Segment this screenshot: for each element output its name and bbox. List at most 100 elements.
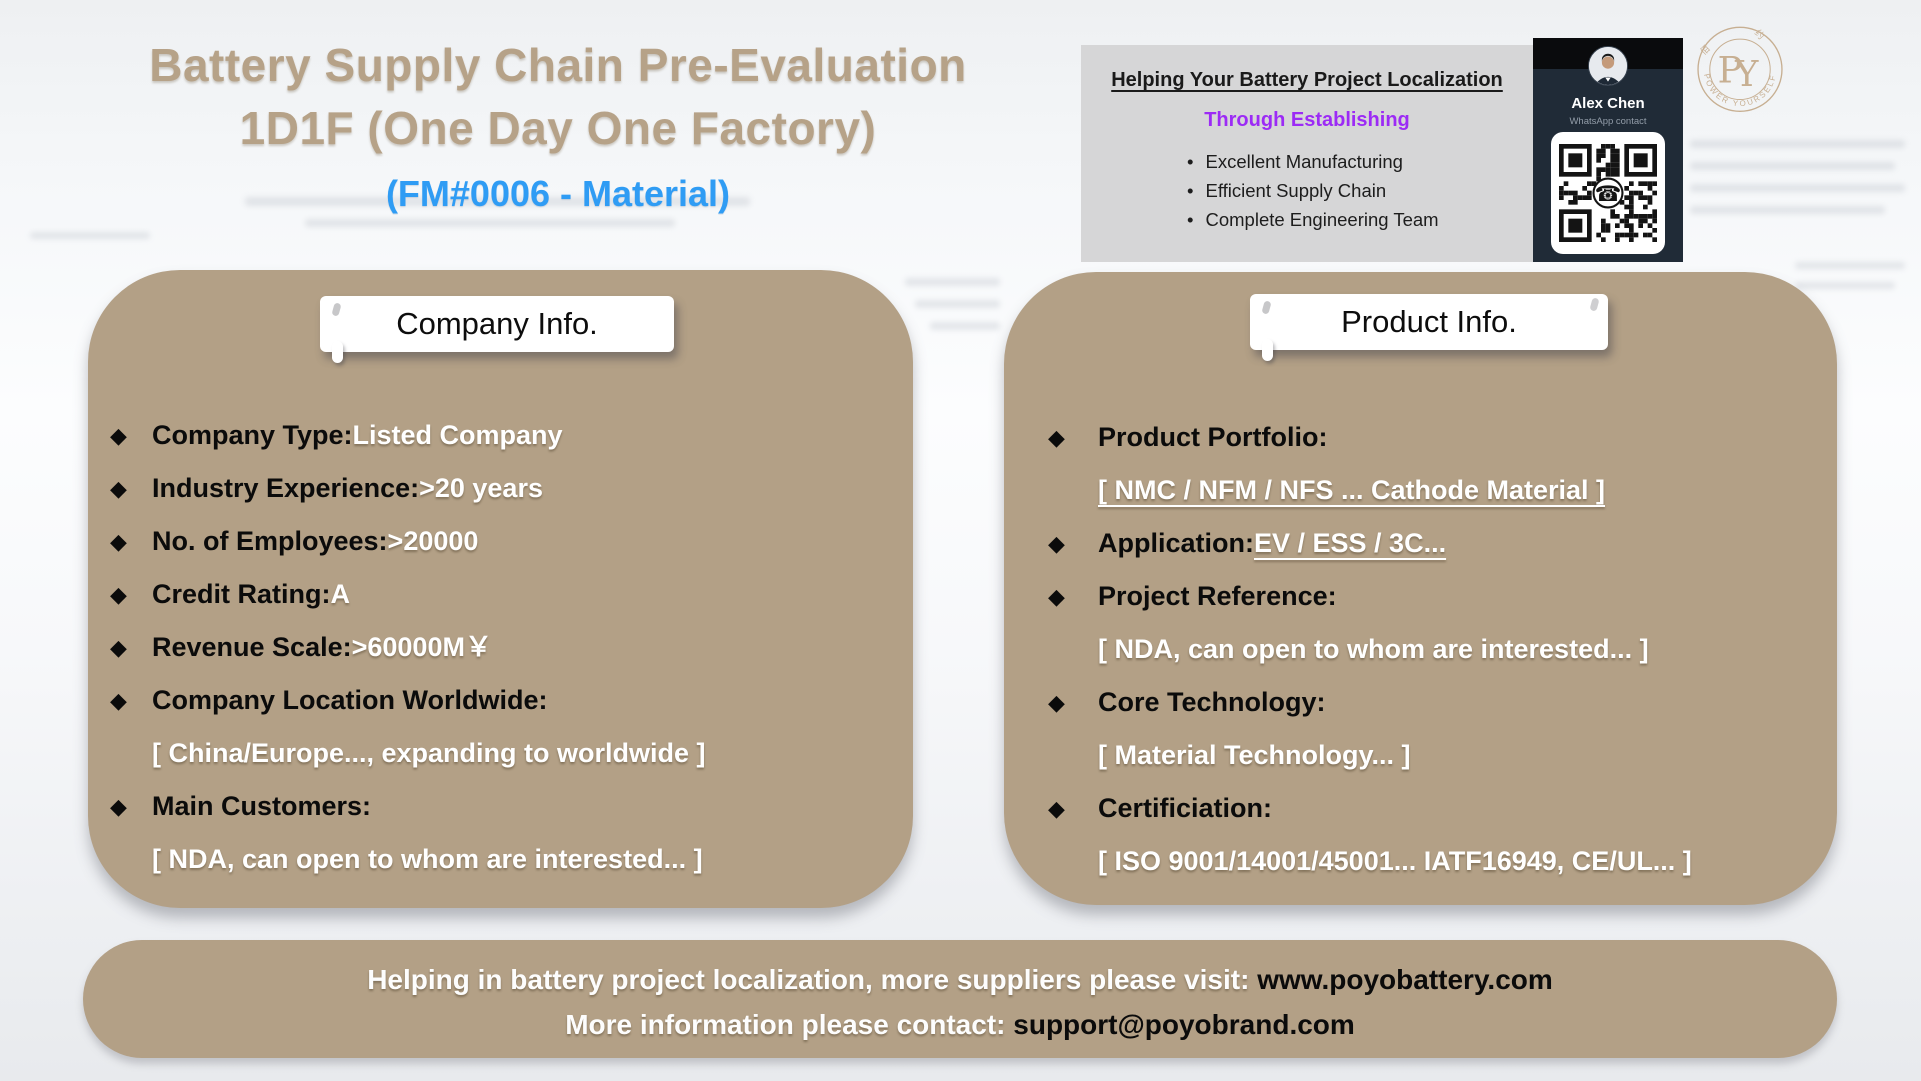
info-row: ◆ Industry Experience:>20 years [110, 462, 900, 515]
diamond-bullet-icon: ◆ [110, 423, 127, 448]
pin-icon [1261, 300, 1272, 315]
row-label: Main Customers: [152, 791, 372, 821]
row-value: [ China/Europe..., expanding to worldwid… [152, 738, 706, 768]
footer-bar: Helping in battery project localization,… [83, 940, 1837, 1058]
info-row: ◆ Certificiation: [1048, 782, 1828, 835]
qr-code-pattern: ☎ [1559, 144, 1657, 242]
info-row: ◆ Core Technology: [1048, 676, 1828, 729]
product-card-title: Product Info. [1341, 304, 1517, 339]
diamond-bullet-icon: ◆ [110, 794, 127, 819]
row-label: Company Type: [152, 420, 353, 450]
promo-subheading: Through Establishing [1204, 109, 1410, 131]
footer-line-2-text: More information please contact: [565, 1009, 1006, 1040]
promo-bullet-text: Complete Engineering Team [1205, 209, 1439, 230]
row-value: A [330, 579, 351, 609]
diamond-bullet-icon: ◆ [1048, 584, 1065, 609]
promo-heading: Helping Your Battery Project Localizatio… [1111, 69, 1503, 91]
row-label: Company Location Worldwide: [152, 685, 548, 715]
title-subtitle: (FM#0006 - Material) [385, 173, 731, 214]
avatar [1588, 46, 1628, 86]
tab-tail [332, 341, 343, 363]
svg-text:☎: ☎ [1595, 182, 1622, 207]
row-label: Product Portfolio: [1098, 422, 1328, 452]
row-value: EV / ESS / 3C... [1254, 528, 1447, 558]
product-info-rows: ◆Product Portfolio: ◆[ NMC / NFM / NFS .… [1048, 411, 1828, 888]
diamond-bullet-icon: ◆ [110, 688, 127, 713]
product-info-card [1004, 272, 1837, 905]
promo-bullet-text: Excellent Manufacturing [1205, 151, 1403, 172]
row-label: Revenue Scale: [152, 632, 352, 662]
row-label: Project Reference: [1098, 581, 1337, 611]
info-row: ◆[ ISO 9001/14001/45001... IATF16949, CE… [1048, 835, 1828, 888]
row-value: [ NDA, can open to whom are interested..… [152, 844, 703, 874]
diamond-bullet-icon: ◆ [1048, 425, 1065, 450]
diamond-bullet-icon: ◆ [1048, 690, 1065, 715]
company-info-tab: Company Info. [320, 296, 674, 363]
diamond-bullet-icon: ◆ [1048, 531, 1065, 556]
info-row: ◆[ China/Europe..., expanding to worldwi… [110, 727, 900, 780]
brand-logo: P Y 佰 约 POWER YOURSELF [1693, 24, 1787, 118]
row-value: [ ISO 9001/14001/45001... IATF16949, CE/… [1098, 846, 1692, 876]
diamond-bullet-icon: ◆ [110, 582, 127, 607]
info-row: ◆ Project Reference: [1048, 570, 1828, 623]
row-value: [ NDA, can open to whom are interested..… [1098, 634, 1649, 664]
info-row: ◆ Company Location Worldwide: [110, 674, 900, 727]
info-row: ◆[ NMC / NFM / NFS ... Cathode Material … [1048, 464, 1828, 517]
row-value: [ NMC / NFM / NFS ... Cathode Material ] [1098, 475, 1606, 505]
row-label: Application: [1098, 528, 1254, 558]
info-row: ◆ Product Portfolio: [1048, 411, 1828, 464]
footer-website-link[interactable]: www.poyobattery.com [1257, 964, 1553, 995]
diamond-bullet-icon: ◆ [110, 635, 127, 660]
row-value: [ Material Technology... ] [1098, 740, 1411, 770]
pin-icon [1589, 297, 1600, 312]
row-label: Core Technology: [1098, 687, 1326, 717]
row-value: >20000 [387, 526, 479, 556]
whatsapp-contact-card: Alex Chen WhatsApp contact ☎ [1533, 38, 1683, 262]
product-info-tab: Product Info. [1250, 294, 1608, 361]
row-label: Certificiation: [1098, 793, 1273, 823]
info-row: ◆[ NDA, can open to whom are interested.… [1048, 623, 1828, 676]
row-label: No. of Employees: [152, 526, 388, 556]
promo-bullet-item: • Efficient Supply Chain [1187, 176, 1533, 205]
title-line-1: Battery Supply Chain Pre-Evaluation [149, 39, 967, 91]
promo-bullet-item: • Excellent Manufacturing [1187, 147, 1533, 176]
promo-bullet-list: • Excellent Manufacturing • Efficient Suppl… [1187, 147, 1533, 234]
company-card-title: Company Info. [396, 306, 598, 341]
contact-subtitle: WhatsApp contact [1569, 116, 1647, 127]
info-row: ◆ No. of Employees:>20000 [110, 515, 900, 568]
row-value: Listed Company [352, 420, 563, 450]
promo-bullet-text: Efficient Supply Chain [1205, 180, 1387, 201]
diamond-bullet-icon: ◆ [110, 476, 127, 501]
footer-line-1-text: Helping in battery project localization,… [367, 964, 1250, 995]
info-row: ◆[ NDA, can open to whom are interested.… [110, 833, 900, 886]
info-row: ◆ Company Type:Listed Company [110, 409, 900, 462]
diamond-bullet-icon: ◆ [110, 529, 127, 554]
company-info-card [88, 270, 913, 908]
info-row: ◆ Application:EV / ESS / 3C... [1048, 517, 1828, 570]
whatsapp-phone-icon [1592, 177, 1624, 209]
logo-monogram-y: Y [1734, 54, 1759, 95]
page-title: Battery Supply Chain Pre-Evaluation 1D1F… [118, 34, 998, 215]
info-row: ◆[ Material Technology... ] [1048, 729, 1828, 782]
bullet-dot-icon: • [1187, 180, 1194, 201]
logo-monogram-p: P [1718, 49, 1743, 92]
row-label: Industry Experience: [152, 473, 420, 503]
promo-bullet-item: • Complete Engineering Team [1187, 205, 1533, 234]
footer-line-1: Helping in battery project localization,… [83, 957, 1837, 1002]
info-row: ◆ Credit Rating:A [110, 568, 900, 621]
tab-tail [1262, 339, 1273, 361]
qr-code: ☎ [1551, 132, 1665, 254]
bullet-dot-icon: • [1187, 209, 1194, 230]
title-line-2: 1D1F (One Day One Factory) [239, 102, 877, 154]
pin-icon [331, 302, 342, 317]
company-info-rows: ◆ Company Type:Listed Company ◆ Industry E… [110, 409, 900, 886]
row-value: >60000M￥ [351, 632, 492, 662]
diamond-bullet-icon: ◆ [1048, 796, 1065, 821]
row-label: Credit Rating: [152, 579, 331, 609]
bullet-dot-icon: • [1187, 151, 1194, 172]
row-value: >20 years [419, 473, 543, 503]
contact-name: Alex Chen [1571, 95, 1645, 112]
footer-email-link[interactable]: support@poyobrand.com [1013, 1009, 1355, 1040]
info-row: ◆ Main Customers: [110, 780, 900, 833]
promo-box: Helping Your Battery Project Localizatio… [1081, 45, 1533, 262]
